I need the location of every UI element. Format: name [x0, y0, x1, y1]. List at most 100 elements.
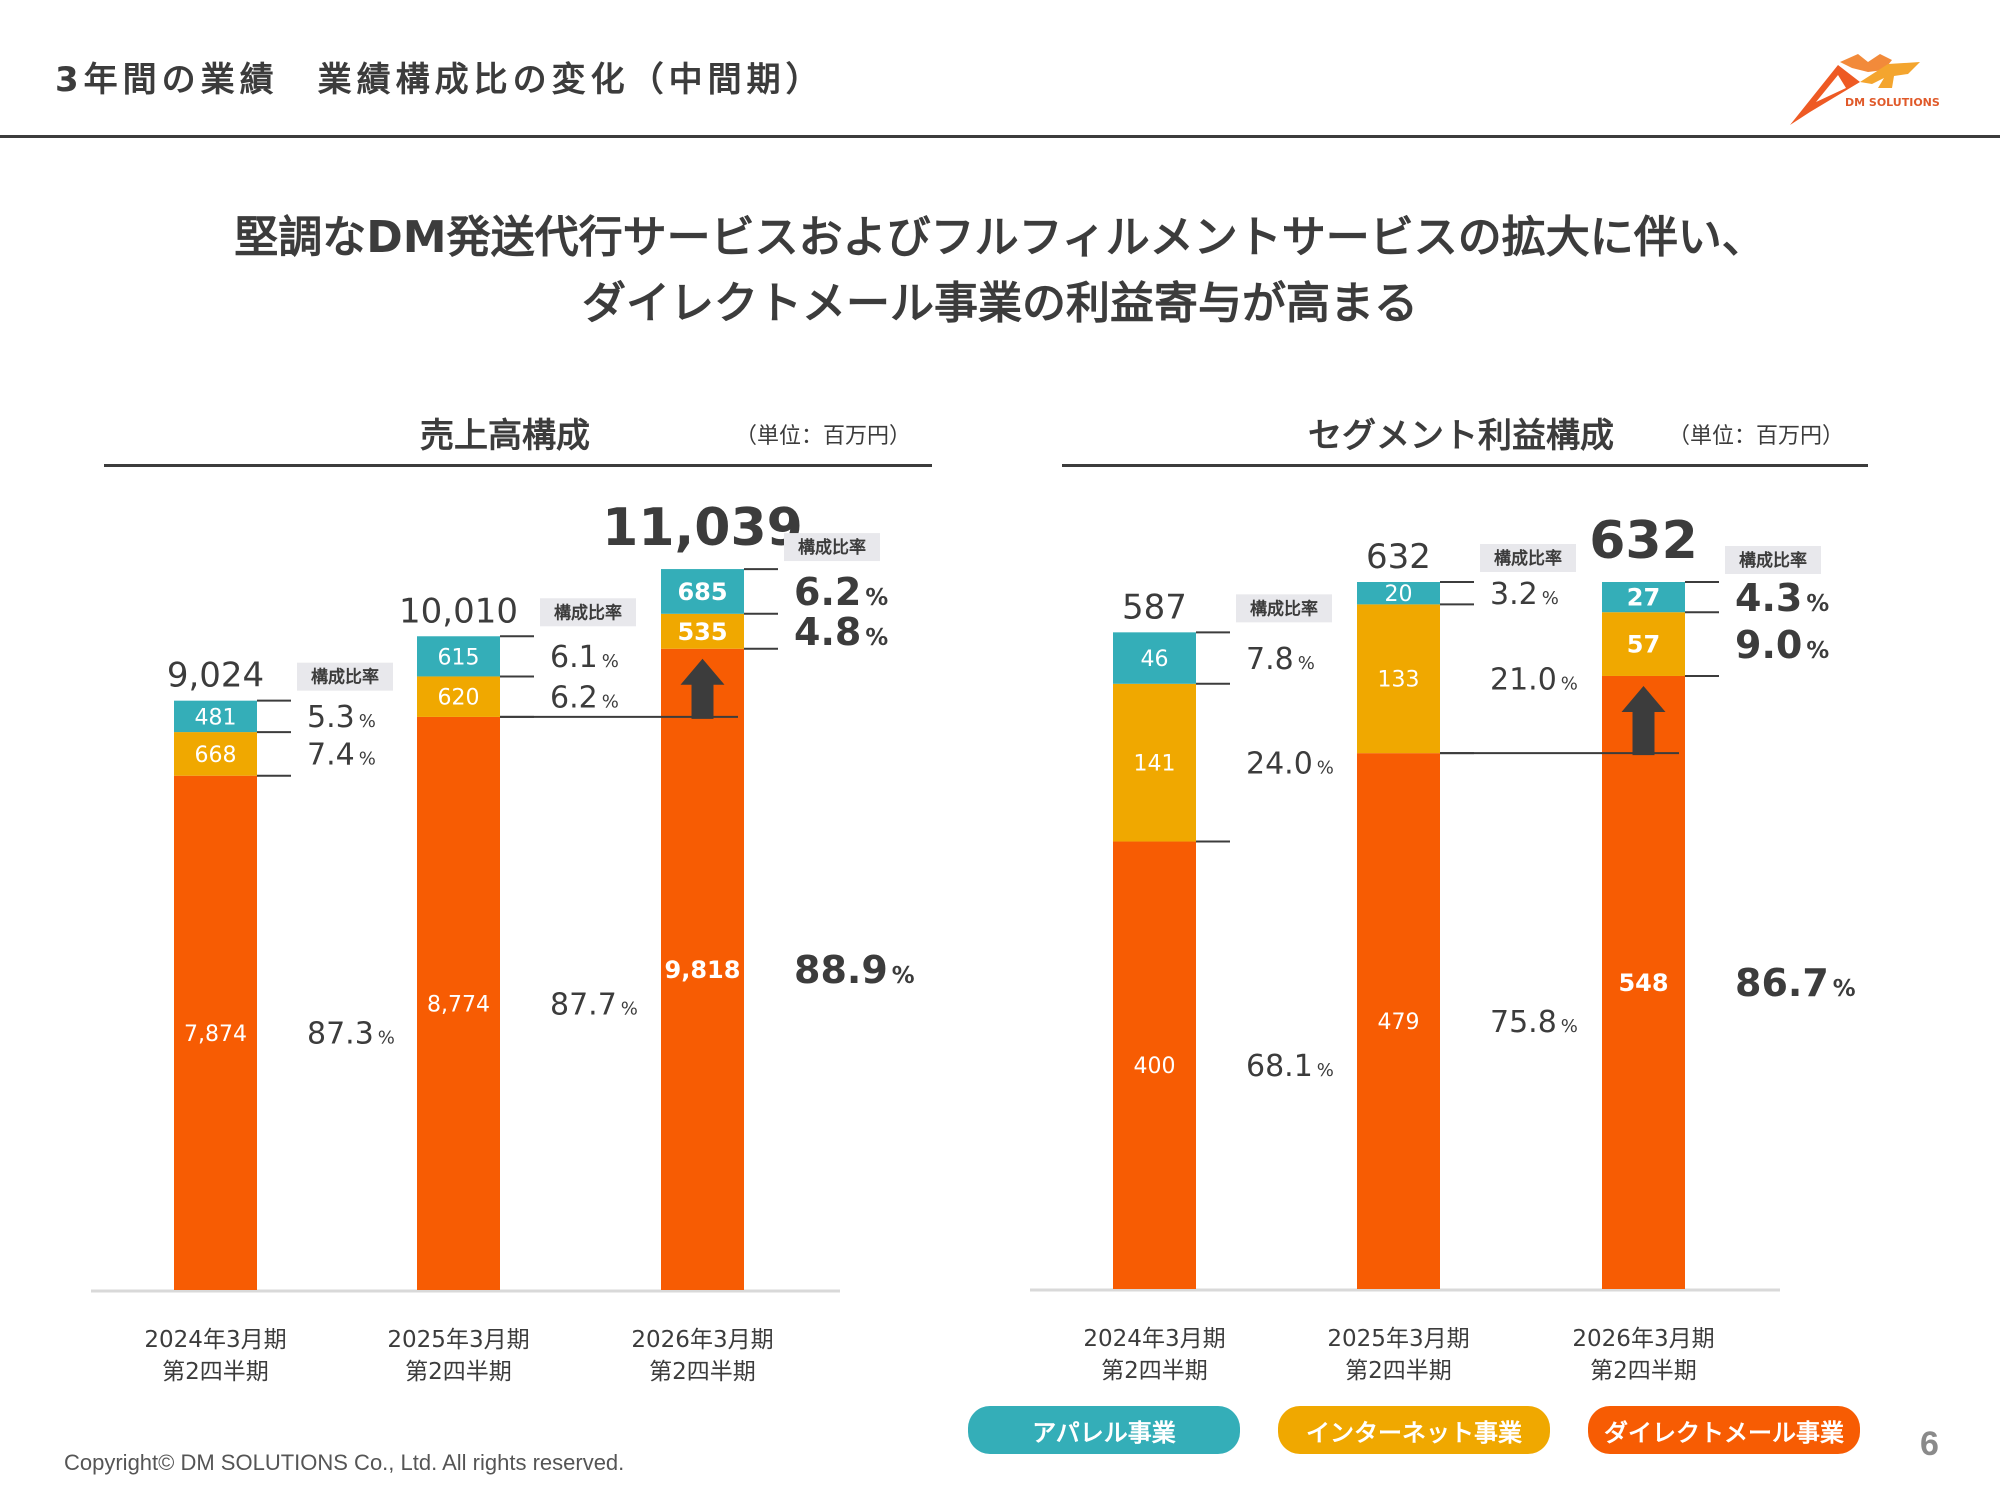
segment-value-label: 479: [1378, 1010, 1420, 1035]
segment-value-label: 535: [677, 618, 727, 646]
bar-segment-direct-mail: [174, 775, 257, 1290]
bar-segment-apparel: [1602, 582, 1685, 613]
bar-segment-direct-mail: [1357, 753, 1440, 1289]
ratio-badge-label: 構成比率: [1250, 598, 1318, 619]
bar-segment-internet: [1113, 683, 1196, 842]
bar-segment-internet: [174, 732, 257, 776]
ratio-value-internet: 21.0%: [1490, 663, 1578, 698]
ratio-value-direct-mail: 86.7%: [1735, 961, 1856, 1005]
bar-segment-direct-mail: [417, 716, 500, 1290]
headline-line-2: ダイレクトメール事業の利益寄与が高まる: [582, 278, 1418, 329]
ratio-badge-label: 構成比率: [798, 537, 866, 558]
category-label: 2026年3月期: [631, 1327, 773, 1353]
headline-line-1: 堅調なDM発送代行サービスおよびフルフィルメントサービスの拡大に伴い、: [234, 212, 1766, 263]
category-label: 2025年3月期: [1327, 1326, 1469, 1352]
legend-internet: インターネット事業: [1278, 1406, 1550, 1454]
segment-value-label: 7,874: [184, 1022, 247, 1047]
legend-internet-label: インターネット事業: [1306, 1418, 1522, 1447]
ratio-badge-label: 構成比率: [311, 667, 379, 688]
segment-value-label: 27: [1627, 584, 1660, 612]
ratio-value-apparel: 6.2%: [794, 570, 888, 614]
bar-total-label: 11,039: [602, 498, 803, 558]
segment-value-label: 668: [195, 743, 237, 768]
ratio-value-direct-mail: 87.7%: [550, 987, 638, 1022]
bar-segment-apparel: [174, 700, 257, 733]
profit-unit-label: （単位：百万円）: [1668, 424, 1845, 449]
bar-segment-apparel: [661, 569, 744, 614]
segment-value-label: 141: [1134, 752, 1176, 777]
bar-segment-direct-mail: [1602, 675, 1685, 1289]
category-label: 2024年3月期: [1083, 1326, 1225, 1352]
ratio-value-apparel: 7.8%: [1246, 642, 1315, 677]
ratio-value-apparel: 5.3%: [307, 700, 376, 735]
legend-direct-mail-label: ダイレクトメール事業: [1604, 1418, 1844, 1447]
legend-apparel: アパレル事業: [968, 1406, 1240, 1454]
ratio-value-apparel: 6.1%: [550, 640, 619, 675]
up-arrow-icon: [680, 658, 725, 719]
profit-composition-chart: 400 141 46 587 構成比率 68.1 % 24.0 % 7.8 % 2024年3月期第2四…: [1030, 511, 1856, 1384]
headline: 堅調なDM発送代行サービスおよびフルフィルメントサービスの拡大に伴い、 ダイレク…: [0, 205, 2000, 337]
ratio-badge-label: 構成比率: [1494, 548, 1562, 569]
bar-total-label: 9,024: [167, 656, 264, 696]
copyright-text: Copyright© DM SOLUTIONS Co., Ltd. All ri…: [64, 1450, 625, 1475]
ratio-value-internet: 7.4%: [307, 738, 376, 773]
ratio-badge: [784, 533, 880, 562]
category-label: 第2四半期: [1590, 1358, 1697, 1384]
page-number: 6: [1920, 1425, 1939, 1463]
category-label: 第2四半期: [649, 1359, 756, 1385]
bar-segment-apparel: [1113, 632, 1196, 684]
ratio-value-direct-mail: 88.9%: [794, 948, 915, 992]
ratio-value-apparel: 3.2%: [1490, 577, 1559, 612]
category-label: 2026年3月期: [1572, 1326, 1714, 1352]
bar-segment-internet: [1357, 604, 1440, 754]
category-label: 第2四半期: [1345, 1358, 1452, 1384]
bar-segment-internet: [1602, 612, 1685, 676]
segment-value-label: 615: [438, 645, 480, 670]
bar-segment-apparel: [1357, 582, 1440, 605]
bar-segment-direct-mail: [661, 648, 744, 1290]
ratio-value-internet: 4.8%: [794, 610, 888, 654]
segment-value-label: 20: [1385, 582, 1413, 607]
bar-segment-apparel: [417, 636, 500, 677]
category-label: 2024年3月期: [144, 1327, 286, 1353]
segment-value-label: 620: [438, 686, 480, 711]
segment-value-label: 133: [1378, 668, 1420, 693]
segment-value-label: 57: [1627, 631, 1660, 659]
segment-value-label: 8,774: [427, 992, 490, 1017]
segment-value-label: 685: [677, 578, 727, 606]
ratio-value-internet: 6.2%: [550, 680, 619, 715]
up-arrow-icon: [1621, 685, 1666, 756]
ratio-badge: [1480, 544, 1576, 572]
category-label: 第2四半期: [405, 1359, 512, 1385]
bar-segment-direct-mail: [1113, 841, 1196, 1289]
ratio-value-internet: 9.0%: [1735, 623, 1829, 667]
bar-segment-internet: [661, 613, 744, 649]
bar-total-label: 10,010: [399, 591, 518, 631]
logo-text: DM SOLUTIONS: [1845, 96, 1940, 109]
bar-total-label: 632: [1589, 511, 1698, 571]
ratio-value-direct-mail: 75.8%: [1490, 1005, 1578, 1040]
ratio-badge: [297, 662, 393, 691]
logo-icon: DM SOLUTIONS: [1790, 54, 1940, 125]
bar-total-label: 632: [1366, 537, 1431, 577]
page-title: 3年間の業績 業績構成比の変化（中間期）: [55, 60, 825, 100]
ratio-value-direct-mail: 68.1%: [1246, 1049, 1334, 1084]
ratio-value-apparel: 4.3%: [1735, 576, 1829, 620]
title-divider: [0, 135, 2000, 138]
segment-value-label: 400: [1134, 1054, 1176, 1079]
segment-value-label: 548: [1618, 969, 1668, 997]
bar-segment-internet: [417, 676, 500, 717]
ratio-badge: [1236, 594, 1332, 623]
segment-value-label: 46: [1141, 647, 1169, 672]
segment-value-label: 481: [195, 705, 237, 730]
ratio-badge-label: 構成比率: [1739, 550, 1807, 571]
category-label: 第2四半期: [162, 1359, 269, 1385]
ratio-badge: [540, 598, 636, 627]
ratio-value-internet: 24.0%: [1246, 746, 1334, 781]
ratio-value-direct-mail: 87.3%: [307, 1017, 395, 1052]
ratio-badge-label: 構成比率: [554, 602, 622, 623]
profit-chart-title: セグメント利益構成: [1308, 416, 1614, 456]
company-logo: DM SOLUTIONS: [1780, 40, 1950, 130]
legend-apparel-label: アパレル事業: [1032, 1418, 1176, 1447]
category-label: 第2四半期: [1101, 1358, 1208, 1384]
